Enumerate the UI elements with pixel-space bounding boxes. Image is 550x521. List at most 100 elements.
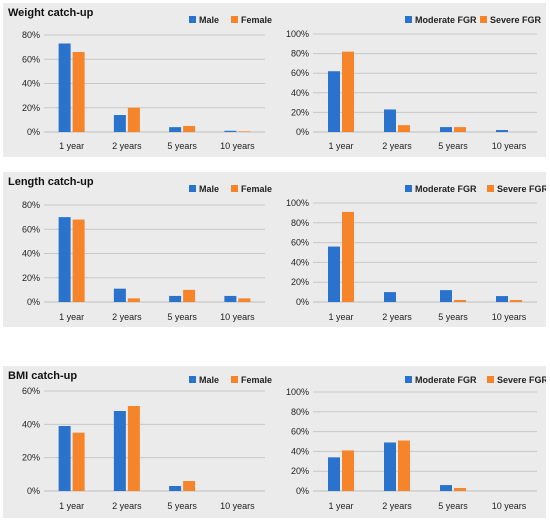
y-tick-label: 40% [22, 249, 40, 259]
bar-female [238, 131, 251, 132]
bar-moderate-fgr [328, 457, 340, 491]
weight-by-fgr-chart: 0% 20% 40% 60% 80% 100% 1 year 2 years 5 years 10… [286, 15, 542, 151]
y-tick-label: 20% [22, 453, 40, 463]
y-tick-label: 40% [291, 257, 309, 267]
legend-swatch [231, 16, 238, 23]
y-tick-label: 80% [291, 49, 309, 59]
bmi-catch-up-panel: BMI catch-up 0% 20% 40% 60% 1 year 2 years 5 y… [3, 366, 546, 518]
legend-label: Male [199, 15, 219, 25]
bar-female [127, 406, 140, 491]
x-tick-label: 5 years [438, 141, 468, 151]
legend-label: Moderate FGR [415, 15, 477, 25]
y-tick-label: 80% [22, 200, 40, 210]
bar-moderate-fgr [440, 485, 452, 491]
legend-swatch [487, 185, 494, 192]
bmi-by-fgr-chart: 0% 20% 40% 60% 80% 100% 1 year 2 years 5 years 10… [286, 375, 546, 511]
bar-severe-fgr [454, 488, 466, 491]
x-tick-label: 1 year [59, 501, 84, 511]
bar-severe-fgr [510, 300, 522, 302]
y-tick-label: 40% [22, 79, 40, 89]
y-tick-label: 100% [286, 29, 309, 39]
legend-label: Moderate FGR [415, 184, 477, 194]
y-tick-label: 0% [27, 486, 40, 496]
y-tick-label: 80% [291, 218, 309, 228]
legend-swatch [487, 376, 494, 383]
bar-moderate-fgr [328, 246, 340, 302]
bar-female [72, 432, 85, 491]
legend-swatch [189, 185, 196, 192]
bar-male [113, 115, 126, 132]
y-tick-label: 80% [22, 30, 40, 40]
legend-label: Female [241, 184, 272, 194]
bar-female [127, 107, 140, 132]
x-tick-label: 10 years [492, 312, 527, 322]
bar-male [169, 127, 182, 132]
y-tick-label: 0% [296, 486, 309, 496]
length-by-fgr-chart: 0% 20% 40% 60% 80% 100% 1 year 2 years 5 years 10… [286, 184, 546, 322]
legend-swatch [231, 376, 238, 383]
y-tick-label: 40% [22, 419, 40, 429]
bar-female [72, 51, 85, 132]
y-tick-label: 0% [27, 297, 40, 307]
panel-title: Weight catch-up [8, 7, 94, 19]
bar-moderate-fgr [496, 296, 508, 302]
legend-label: Female [241, 375, 272, 385]
y-tick-label: 60% [22, 386, 40, 396]
x-tick-label: 1 year [328, 141, 353, 151]
bar-moderate-fgr [440, 290, 452, 302]
bar-male [169, 486, 182, 491]
x-tick-label: 10 years [492, 501, 527, 511]
x-tick-label: 2 years [382, 141, 412, 151]
bar-moderate-fgr [384, 442, 396, 491]
bar-female [238, 298, 251, 302]
bar-moderate-fgr [440, 127, 452, 132]
y-tick-label: 20% [291, 466, 309, 476]
legend-label: Male [199, 375, 219, 385]
legend-swatch [189, 16, 196, 23]
x-tick-label: 1 year [328, 501, 353, 511]
bar-severe-fgr [342, 450, 354, 491]
legend-label: Female [241, 15, 272, 25]
bar-female [183, 481, 196, 491]
bar-severe-fgr [398, 125, 410, 132]
y-tick-label: 60% [291, 238, 309, 248]
bar-moderate-fgr [384, 292, 396, 302]
bar-female [183, 289, 196, 302]
y-tick-label: 60% [291, 427, 309, 437]
x-tick-label: 10 years [492, 141, 527, 151]
x-tick-label: 1 year [59, 141, 84, 151]
x-tick-label: 5 years [438, 501, 468, 511]
y-tick-label: 20% [22, 103, 40, 113]
legend-label: Severe FGR [497, 375, 546, 385]
y-tick-label: 40% [291, 88, 309, 98]
panel-title: Length catch-up [8, 176, 94, 188]
legend-swatch [405, 376, 412, 383]
bar-male [113, 288, 126, 302]
x-tick-label: 2 years [112, 501, 142, 511]
x-tick-label: 1 year [59, 312, 84, 322]
bar-severe-fgr [342, 51, 354, 132]
legend-swatch [405, 16, 412, 23]
y-tick-label: 20% [22, 273, 40, 283]
legend-label: Male [199, 184, 219, 194]
panel-title: BMI catch-up [8, 370, 78, 382]
bar-male [58, 426, 71, 491]
y-tick-label: 0% [296, 297, 309, 307]
bar-severe-fgr [454, 127, 466, 132]
bar-male [113, 411, 126, 491]
legend-label: Severe FGR [497, 184, 546, 194]
bar-severe-fgr [398, 440, 410, 491]
bar-moderate-fgr [384, 109, 396, 132]
y-tick-label: 60% [22, 54, 40, 64]
y-tick-label: 100% [286, 387, 309, 397]
bar-male [58, 217, 71, 302]
bmi-by-sex-chart: 0% 20% 40% 60% 1 year 2 years 5 years 10 years M… [22, 375, 272, 511]
x-tick-label: 1 year [328, 312, 353, 322]
y-tick-label: 80% [291, 407, 309, 417]
y-tick-label: 20% [291, 107, 309, 117]
bar-male [58, 43, 71, 132]
weight-by-sex-chart: 0% 20% 40% 60% 80% 1 year 2 years 5 years 10 yea… [22, 15, 272, 151]
legend-swatch [189, 376, 196, 383]
x-tick-label: 10 years [220, 501, 255, 511]
y-tick-label: 40% [291, 446, 309, 456]
